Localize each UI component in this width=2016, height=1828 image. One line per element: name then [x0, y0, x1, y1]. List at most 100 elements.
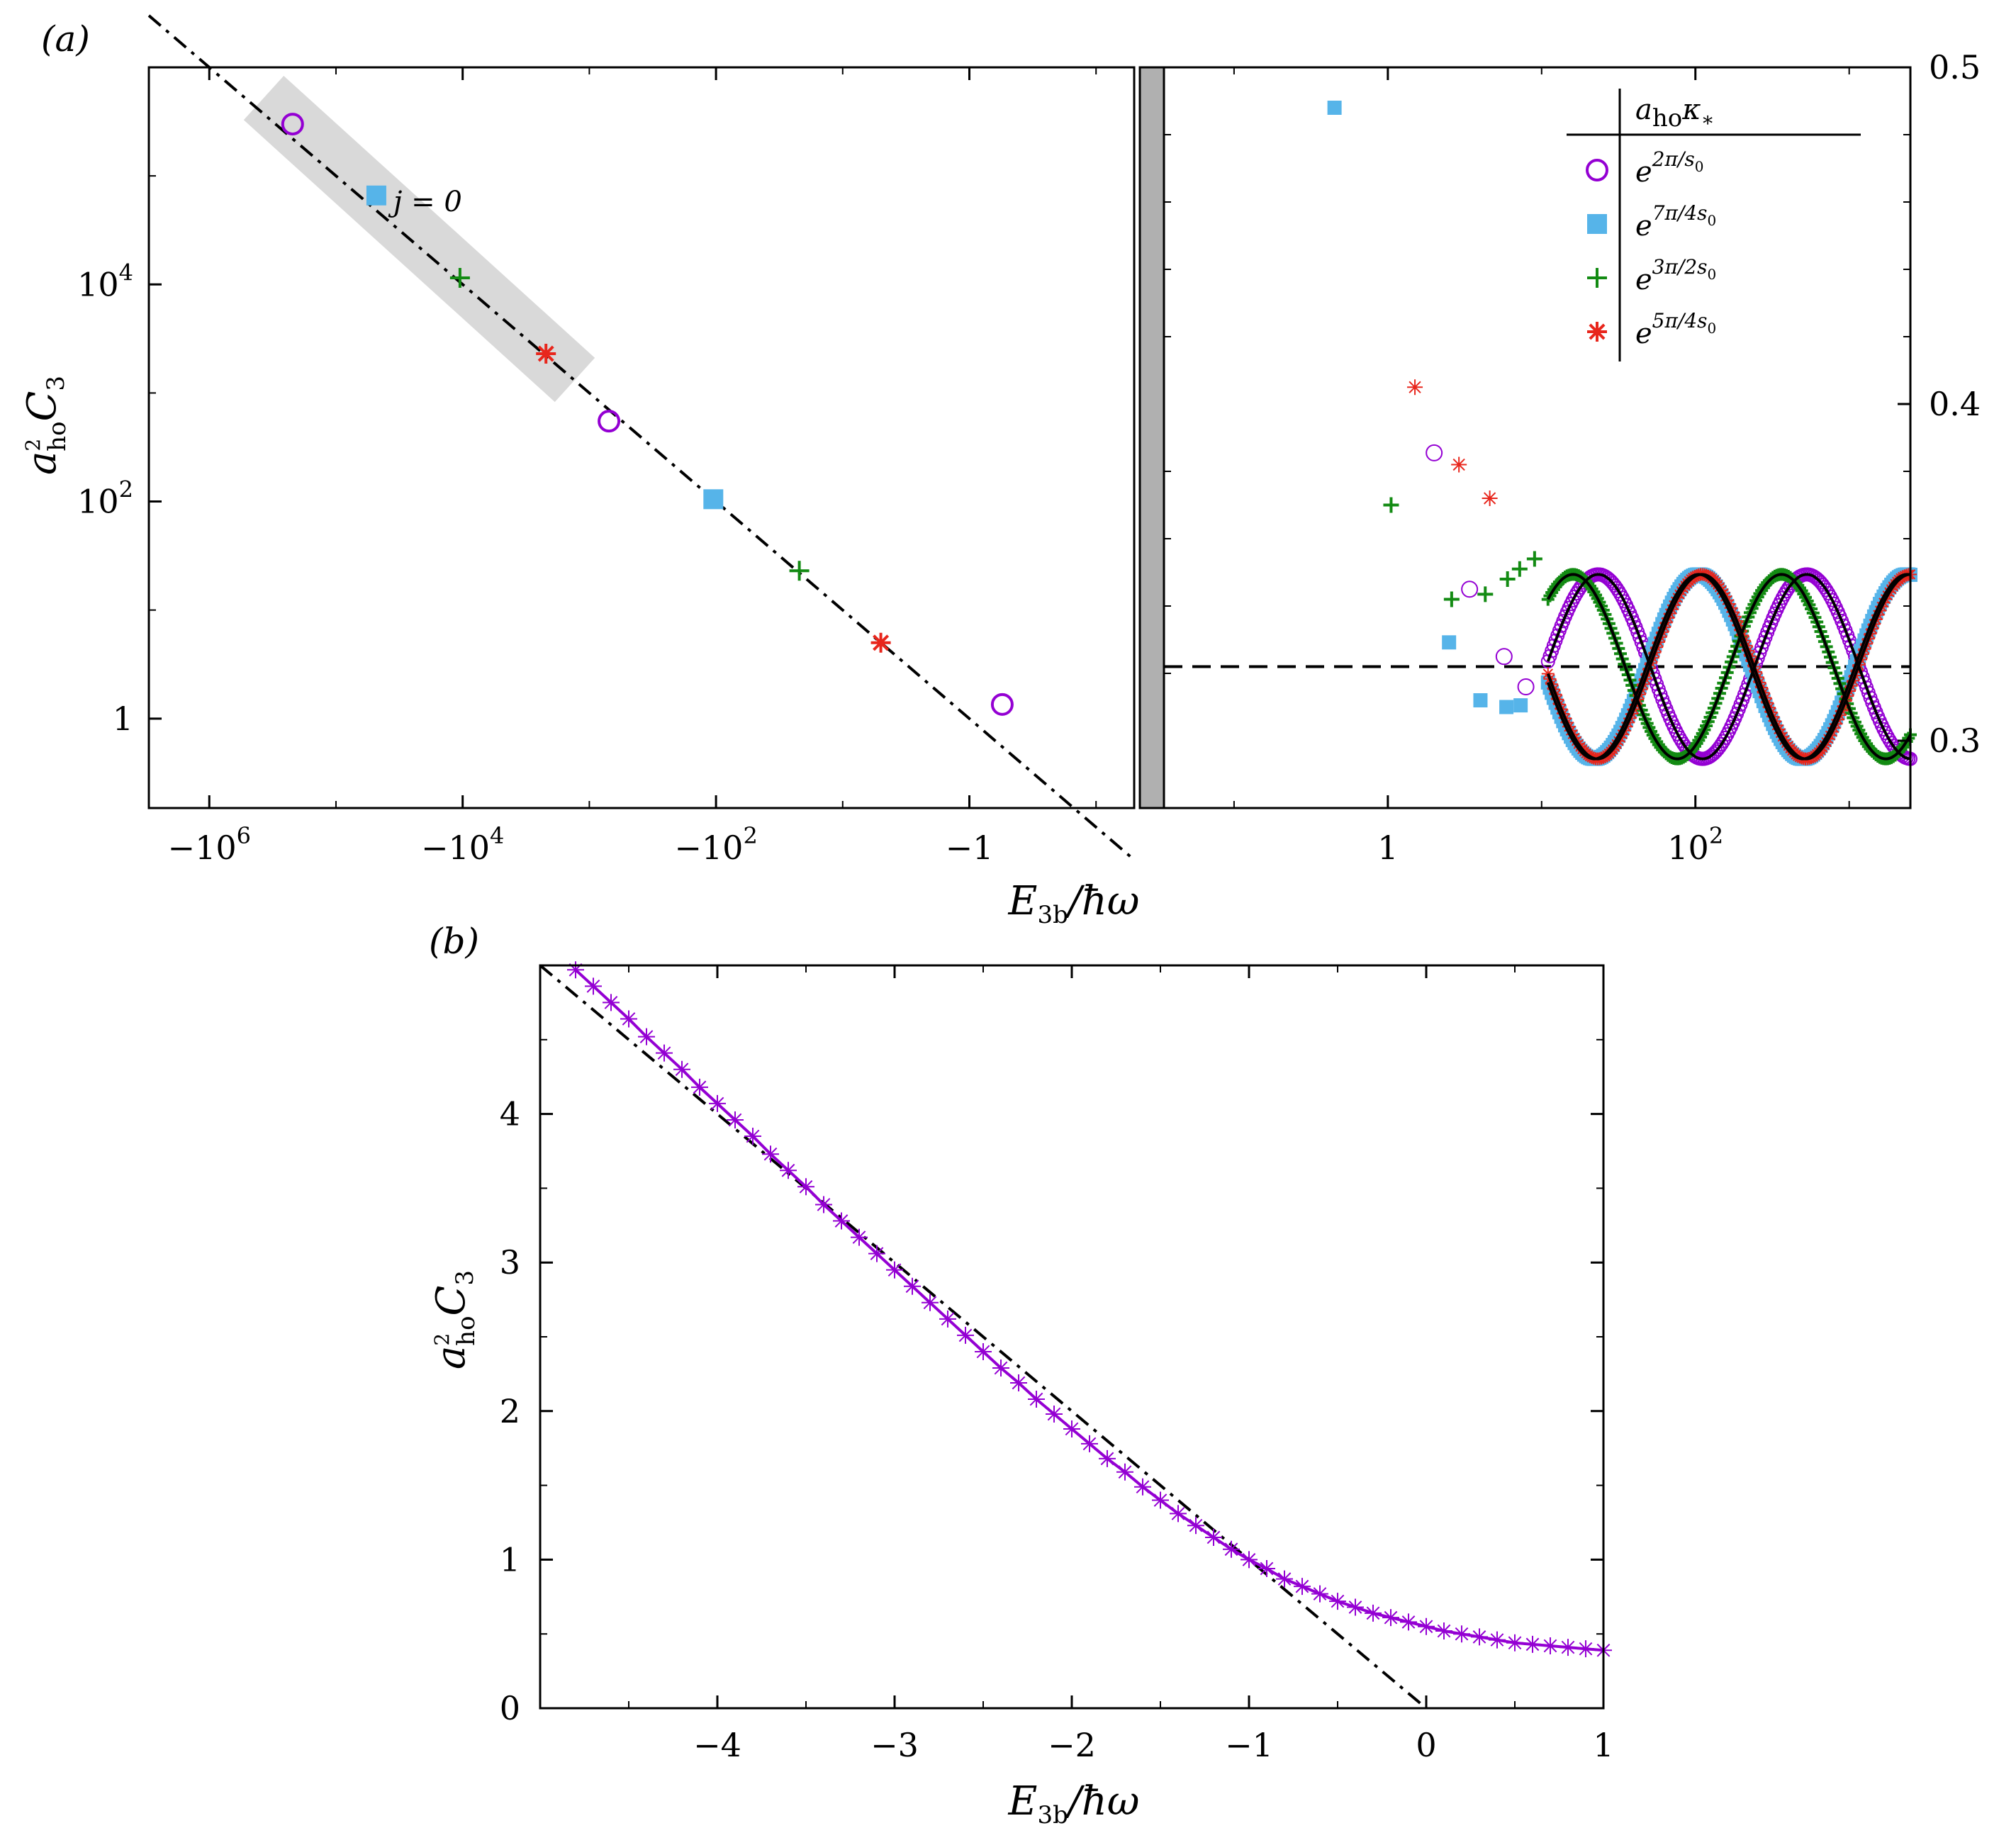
legend-entry-base: e [1635, 156, 1652, 189]
point-purple [1400, 1613, 1417, 1631]
y-tick-label: 0 [500, 1689, 520, 1727]
curve-layer [1546, 573, 1912, 761]
panel-a-right-frame [1163, 66, 1912, 809]
early-point-green [1499, 571, 1516, 587]
legend-entry-exp: 7π/4s [1652, 201, 1708, 225]
point-purple [992, 1359, 1009, 1377]
panel-b-frame [539, 964, 1605, 1710]
y-tick-label-base: 0.4 [1929, 385, 1981, 423]
point-purple [922, 1294, 939, 1311]
point-purple [1046, 1405, 1063, 1423]
legend-entry-label: e2π/s0 [1635, 147, 1703, 189]
point-purple [1489, 1631, 1506, 1649]
legend-header: ahoκ∗ [1635, 94, 1715, 133]
y-tick-label-exp: 2 [119, 476, 133, 503]
point-purple [833, 1212, 850, 1230]
point-purple [797, 1178, 814, 1196]
legend-entry-label: e3π/2s0 [1635, 255, 1716, 296]
point-blue [366, 185, 386, 206]
point-purple [1329, 1593, 1346, 1610]
point-purple [620, 1010, 637, 1028]
y-tick-label: 0.3 [1929, 722, 1981, 760]
point-purple [815, 1196, 832, 1213]
point-purple [904, 1277, 921, 1295]
legend-entry-exp: 2π/s [1652, 147, 1695, 171]
legend-entry-exp: 3π/2s [1652, 255, 1708, 279]
point-purple [1311, 1585, 1328, 1603]
y-tick-label-base: 0.5 [1929, 48, 1981, 86]
y-tick-label: 0.4 [1929, 385, 1981, 423]
x-tick-label-base: −10 [421, 829, 490, 867]
osc-point-purple [1821, 585, 1836, 600]
point-purple [1081, 1435, 1098, 1452]
x-tick-label-exp: 6 [237, 822, 251, 849]
early-point-blue [1327, 101, 1342, 115]
point-purple [1152, 1491, 1169, 1509]
point-purple [656, 1044, 673, 1062]
point-purple [868, 1245, 885, 1262]
point-purple [1205, 1528, 1222, 1546]
point-purple [1524, 1635, 1541, 1653]
panel-b-label: (b) [429, 921, 479, 962]
x-tick-label: −104 [421, 822, 504, 867]
point-purple [281, 113, 304, 136]
point-purple [886, 1261, 903, 1279]
ticks-layer: −4 −3 −2 −1 0 1 0 1 2 3 4 [500, 965, 1614, 1764]
early-point-blue [1473, 693, 1488, 707]
panel-a-x-axis-label: E3b/ħω [1008, 878, 1140, 929]
x-tick-label-exp: 2 [743, 822, 757, 849]
point-purple [1223, 1540, 1240, 1558]
point-purple [1258, 1559, 1275, 1577]
y-tick-label: 3 [500, 1243, 520, 1282]
y-tick-label: 4 [500, 1095, 520, 1133]
point-purple [603, 994, 620, 1011]
legend-entry-label: e5π/4s0 [1635, 309, 1716, 350]
point-purple [1294, 1578, 1311, 1596]
early-point-green [1477, 586, 1494, 602]
early-point-purple [1461, 581, 1479, 598]
point-purple [1365, 1604, 1382, 1622]
data-marks-layer [567, 961, 1612, 1659]
point-purple [1453, 1625, 1470, 1643]
point-purple [939, 1310, 956, 1328]
osc-point-purple [1613, 587, 1628, 602]
legend-marker-green [1587, 268, 1607, 288]
panel-b-x-axis-label: E3b/ħω [1008, 1778, 1140, 1828]
highlight-band-layer [243, 76, 595, 403]
point-purple [1028, 1391, 1045, 1408]
osc-point-purple [1718, 730, 1733, 745]
legend-header-sub: ho [1652, 104, 1682, 133]
point-purple [638, 1028, 655, 1045]
x-tick-label-base: −1 [946, 829, 994, 867]
point-purple [1010, 1374, 1027, 1391]
point-purple [1347, 1598, 1364, 1616]
point-purple [1542, 1637, 1559, 1654]
point-purple [1241, 1551, 1258, 1569]
x-tick-label: −106 [168, 822, 251, 867]
legend-marker-red [1587, 322, 1607, 342]
point-blue [703, 489, 724, 510]
point-green [789, 561, 810, 581]
legend-entry-exp-sub: 0 [1708, 212, 1717, 229]
point-purple [1134, 1478, 1151, 1496]
point-purple [744, 1128, 761, 1145]
point-purple [1063, 1420, 1080, 1437]
early-point-blue [1513, 698, 1528, 713]
panel-a-y-axis-label: a2hoC3 [19, 376, 72, 475]
x-tick-label: 1 [1593, 1726, 1613, 1764]
point-purple [975, 1342, 992, 1360]
x-tick-label: −1 [946, 829, 994, 867]
point-red [536, 344, 556, 364]
panel-a-label: (a) [41, 18, 90, 60]
point-purple [1471, 1628, 1488, 1646]
ticks-layer: 1 102 0.5 0.4 0.3 [1164, 48, 1981, 867]
point-purple [1382, 1609, 1399, 1627]
model-curve-purple [1546, 573, 1911, 761]
legend-entry-exp-sub: 0 [1708, 320, 1717, 337]
point-purple [585, 977, 602, 995]
point-purple [957, 1326, 974, 1344]
y-tick-label-base: 0.3 [1929, 722, 1981, 760]
